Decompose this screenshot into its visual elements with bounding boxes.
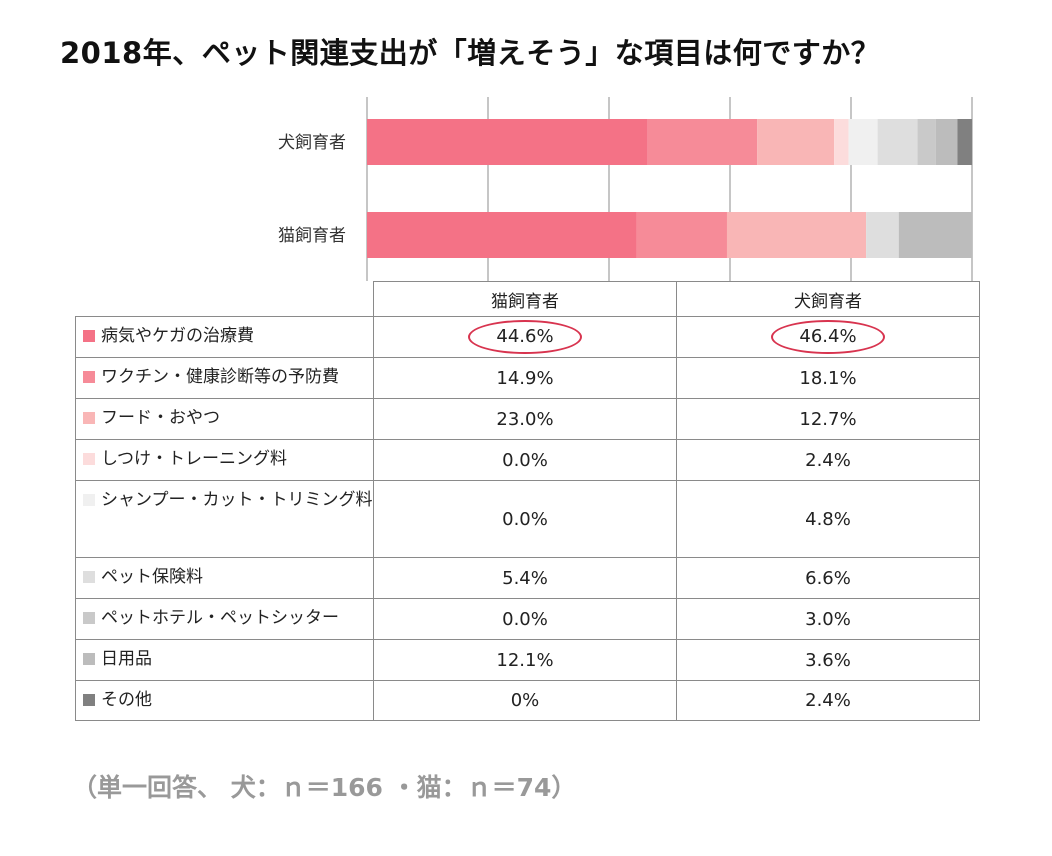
bar-segment [898, 212, 972, 258]
value-dog: 6.6% [805, 567, 851, 589]
row-label: ワクチン・健康診断等の予防費 [101, 367, 339, 387]
value-cat: 14.9% [496, 367, 554, 389]
value-cat: 23.0% [496, 408, 554, 430]
value-cat: 0.0% [502, 508, 548, 530]
row-label-cell: 病気やケガの治療費 [75, 316, 374, 358]
page-title: 2018年、ペット関連支出が「増えそう」な項目は何ですか？ [60, 36, 881, 70]
legend-swatch [83, 612, 95, 624]
bar-segment [866, 212, 899, 258]
row-label: その他 [101, 690, 152, 710]
table-row: その他 0% 2.4% [75, 680, 980, 721]
value-cat: 12.1% [496, 649, 554, 671]
value-cell-cat: 0.0% [373, 480, 677, 558]
value-cell-dog: 2.4% [676, 680, 980, 721]
legend-swatch [83, 330, 95, 342]
legend-swatch [83, 453, 95, 465]
value-cat: 5.4% [502, 567, 548, 589]
row-label-cell: フード・おやつ [75, 398, 374, 440]
bar-segment [917, 119, 936, 165]
value-cell-cat: 0.0% [373, 439, 677, 481]
value-cell-dog: 2.4% [676, 439, 980, 481]
table-row: ワクチン・健康診断等の予防費 14.9% 18.1% [75, 357, 980, 399]
table-row: 病気やケガの治療費 44.6% 46.4% [75, 316, 980, 358]
row-label: 病気やケガの治療費 [101, 326, 254, 346]
table-header-row: 猫飼育者 犬飼育者 [75, 281, 980, 317]
row-label: フード・おやつ [101, 408, 220, 428]
row-label-cell: その他 [75, 680, 374, 721]
value-cat: 0.0% [502, 449, 548, 471]
legend-swatch [83, 694, 95, 706]
table-row: 日用品 12.1% 3.6% [75, 639, 980, 681]
category-label: 猫飼育者 [278, 226, 346, 246]
value-cell-cat: 23.0% [373, 398, 677, 440]
value-cell-dog: 3.6% [676, 639, 980, 681]
table-corner [75, 281, 374, 317]
data-table-body: 猫飼育者 犬飼育者 病気やケガの治療費 44.6% 46.4% ワクチン・健康診断等の… [75, 281, 980, 721]
value-cell-cat: 14.9% [373, 357, 677, 399]
value-cell-cat: 0% [373, 680, 677, 721]
value-cell-cat: 5.4% [373, 557, 677, 599]
value-cell-cat: 0.0% [373, 598, 677, 640]
table-row: ペットホテル・ペットシッター 0.0% 3.0% [75, 598, 980, 640]
bar-segment [636, 212, 727, 258]
value-cell-dog: 12.7% [676, 398, 980, 440]
value-cat: 0.0% [502, 608, 548, 630]
legend-swatch [83, 494, 95, 506]
value-dog: 2.4% [805, 449, 851, 471]
col-header-dog: 犬飼育者 [676, 281, 980, 317]
value-cell-cat: 44.6% [373, 316, 677, 358]
table-row: シャンプー・カット・トリミング料 0.0% 4.8% [75, 480, 980, 558]
highlighted-value-dog: 46.4% [771, 320, 885, 354]
bar-segment [848, 119, 878, 165]
legend-swatch [83, 653, 95, 665]
value-cell-dog: 18.1% [676, 357, 980, 399]
row-label-cell: ペット保険料 [75, 557, 374, 599]
col-header-cat: 猫飼育者 [373, 281, 677, 317]
row-label-cell: ペットホテル・ペットシッター [75, 598, 374, 640]
legend-swatch [83, 412, 95, 424]
value-dog: 2.4% [805, 690, 851, 711]
row-label: ペットホテル・ペットシッター [101, 608, 339, 628]
bar-segment [367, 212, 637, 258]
bar-segment [647, 119, 758, 165]
table-row: フード・おやつ 23.0% 12.7% [75, 398, 980, 440]
bar-segment [726, 212, 867, 258]
row-label-cell: 日用品 [75, 639, 374, 681]
value-cell-dog: 6.6% [676, 557, 980, 599]
data-table: 猫飼育者 犬飼育者 病気やケガの治療費 44.6% 46.4% ワクチン・健康診断等の… [75, 281, 980, 721]
bar-segment [757, 119, 835, 165]
bar-segment [935, 119, 958, 165]
row-label-cell: しつけ・トレーニング料 [75, 439, 374, 481]
legend-swatch [83, 571, 95, 583]
table-row: しつけ・トレーニング料 0.0% 2.4% [75, 439, 980, 481]
row-label: 日用品 [101, 649, 152, 669]
value-cell-dog: 46.4% [676, 316, 980, 358]
row-label-cell: シャンプー・カット・トリミング料 [75, 480, 374, 558]
bar-segment [834, 119, 849, 165]
legend-swatch [83, 371, 95, 383]
bar-segment [367, 119, 648, 165]
row-label: ペット保険料 [101, 567, 203, 587]
value-cat: 0% [510, 690, 540, 711]
table-row: ペット保険料 5.4% 6.6% [75, 557, 980, 599]
value-dog: 12.7% [799, 408, 857, 430]
value-dog: 3.6% [805, 649, 851, 671]
value-dog: 3.0% [805, 608, 851, 630]
row-label: しつけ・トレーニング料 [101, 449, 287, 469]
bar-segment [877, 119, 918, 165]
category-label: 犬飼育者 [278, 133, 346, 153]
value-cell-dog: 4.8% [676, 480, 980, 558]
value-cell-dog: 3.0% [676, 598, 980, 640]
value-dog: 4.8% [805, 508, 851, 530]
highlighted-value-cat: 44.6% [468, 320, 582, 354]
bar-segment [957, 119, 972, 165]
value-dog: 18.1% [799, 367, 857, 389]
row-label: シャンプー・カット・トリミング料 [101, 490, 373, 510]
value-cell-cat: 12.1% [373, 639, 677, 681]
sample-size-note: （単一回答、 犬：ｎ＝166 ・猫：ｎ＝74） [72, 773, 577, 802]
row-label-cell: ワクチン・健康診断等の予防費 [75, 357, 374, 399]
